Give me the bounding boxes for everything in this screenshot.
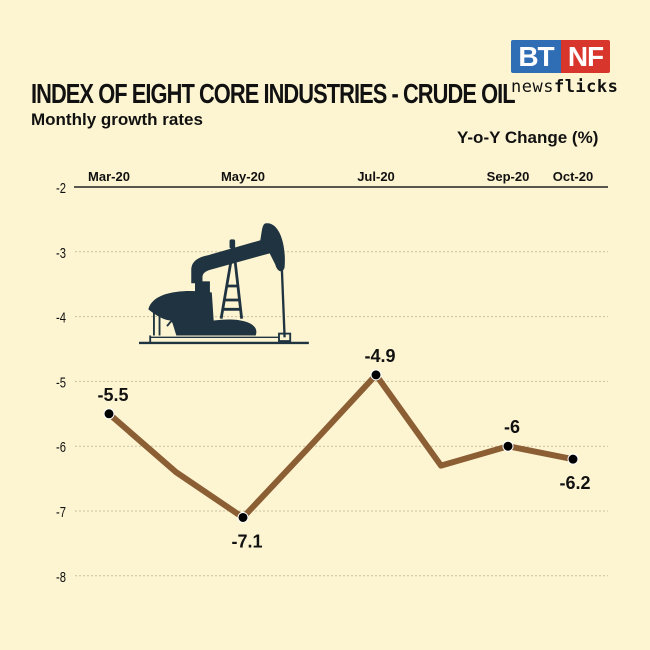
- data-label: -6: [504, 417, 520, 437]
- x-tick-label: Oct-20: [553, 169, 593, 184]
- brand-tagline: newsflicks: [511, 77, 618, 97]
- data-point-marker: [237, 511, 249, 523]
- data-point-marker: [567, 453, 579, 465]
- y-axis-unit-label: Y-o-Y Change (%): [457, 128, 599, 147]
- data-point-marker: [502, 440, 514, 452]
- brand-logo: BT NF: [511, 40, 610, 73]
- tagline-bold: flicks: [553, 77, 619, 97]
- x-tick-label: May-20: [221, 169, 265, 184]
- tagline-regular: news: [511, 77, 554, 97]
- x-tick-label: Jul-20: [357, 169, 395, 184]
- chart-title: INDEX OF EIGHT CORE INDUSTRIES - CRUDE O…: [31, 78, 516, 109]
- data-point-marker: [103, 408, 115, 420]
- oil-pump-icon: [139, 223, 309, 345]
- x-tick-label: Mar-20: [88, 169, 130, 184]
- data-label: -7.1: [231, 531, 262, 551]
- y-axis-ticks: -2 -3 -4 -5 -6 -7 -8: [56, 179, 66, 585]
- data-label: -5.5: [97, 385, 128, 405]
- data-markers: [103, 369, 579, 523]
- data-point-marker: [370, 369, 382, 381]
- series-line: [106, 371, 576, 521]
- y-tick-label: -2: [56, 179, 66, 196]
- logo-nf: NF: [561, 40, 610, 73]
- y-tick-label: -8: [56, 568, 66, 585]
- logo-bt: BT: [511, 40, 561, 73]
- x-axis-ticks: Mar-20 May-20 Jul-20 Sep-20 Oct-20: [88, 169, 593, 184]
- data-labels: -5.5 -7.1 -4.9 -6 -6.2: [97, 346, 590, 552]
- y-tick-label: -6: [56, 439, 66, 456]
- x-tick-label: Sep-20: [487, 169, 530, 184]
- data-label: -6.2: [559, 473, 590, 493]
- y-tick-label: -4: [56, 309, 66, 326]
- chart-subtitle: Monthly growth rates: [31, 110, 203, 129]
- y-tick-label: -3: [56, 244, 66, 261]
- y-tick-label: -7: [56, 503, 66, 520]
- data-label: -4.9: [364, 346, 395, 366]
- y-tick-label: -5: [56, 374, 66, 391]
